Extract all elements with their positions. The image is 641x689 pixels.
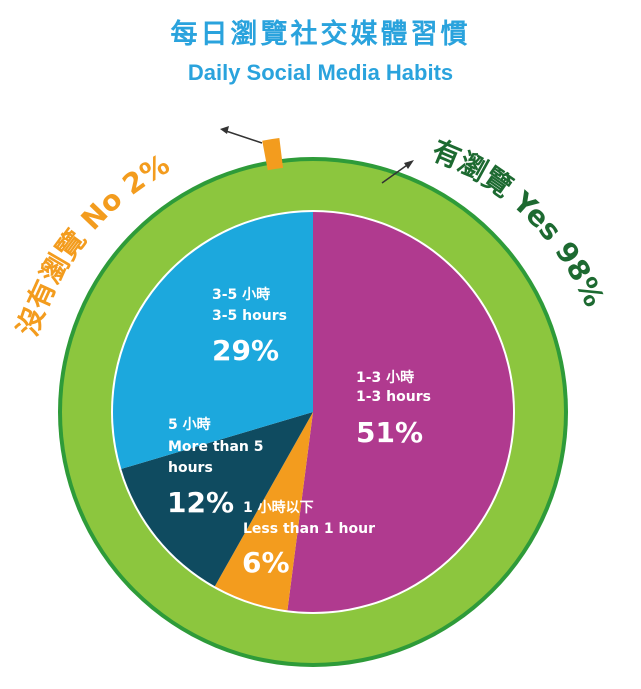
yes-arrowhead [404, 160, 414, 169]
no-pointer-arrow [225, 130, 263, 144]
pie-slice-more-than-5-hours [121, 412, 314, 587]
slice-label-more-than-5-hours-en-1: More than 5 [168, 439, 264, 455]
chart-title-zh: 每日瀏覽社交媒體習慣 [170, 19, 471, 50]
slice-label-3-5-hours-en: 3-5 hours [212, 308, 287, 324]
slice-percent-3-5-hours: 29% [212, 334, 279, 367]
slice-label-1-3-hours-en: 1-3 hours [356, 389, 431, 405]
outer-ring-no-slice [262, 138, 284, 171]
pie-slice-1-3-hours [287, 212, 513, 612]
pie-slice-3-5-hours [112, 212, 313, 469]
slice-label-1-3-hours-zh: 1-3 小時 [356, 369, 414, 386]
slice-percent-less-than-1-hour: 6% [242, 546, 290, 579]
slice-label-less-than-1-hour-en: Less than 1 hour [243, 521, 375, 537]
pie-slice-less-than-1-hour [214, 412, 313, 611]
slice-label-more-than-5-hours-en-2: hours [168, 460, 213, 476]
slice-label-3-5-hours-zh: 3-5 小時 [212, 286, 270, 303]
no-arrowhead [220, 126, 229, 134]
yes-pointer-arrow [381, 162, 411, 184]
slice-label-less-than-1-hour-zh: 1 小時以下 [243, 499, 314, 516]
slice-percent-more-than-5-hours: 12% [167, 486, 234, 519]
slice-label-more-than-5-hours-zh: 5 小時 [168, 416, 211, 433]
slice-percent-1-3-hours: 51% [356, 416, 423, 449]
chart-title-en: Daily Social Media Habits [187, 60, 454, 85]
